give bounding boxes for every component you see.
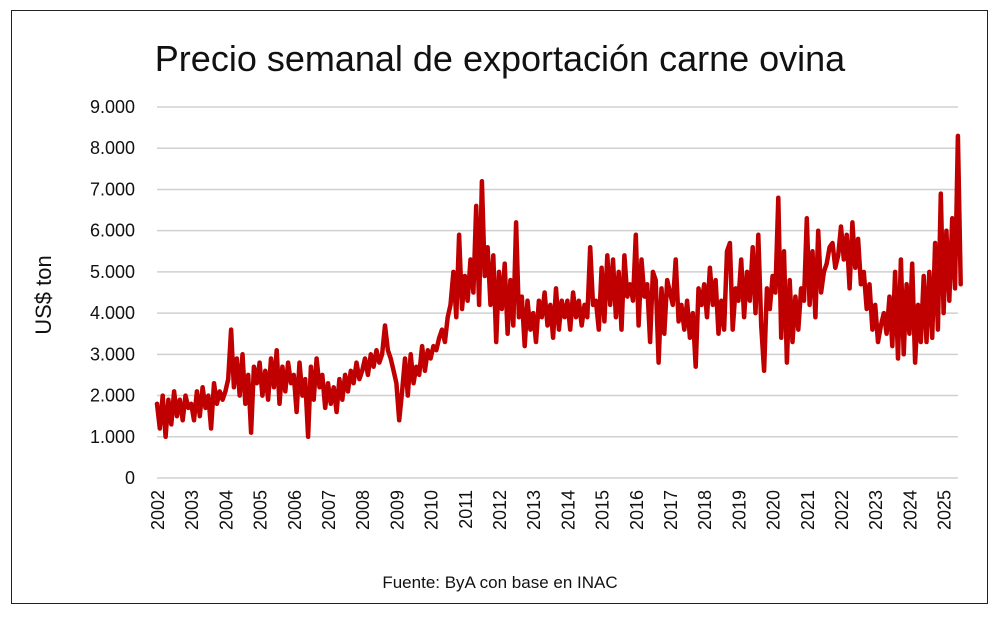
x-tick-label: 2021 xyxy=(798,490,818,530)
x-tick-label: 2019 xyxy=(729,490,749,530)
y-tick-label: 4.000 xyxy=(90,303,135,323)
x-tick-label: 2015 xyxy=(593,490,613,530)
x-tick-label: 2010 xyxy=(422,490,442,530)
x-tick-label: 2020 xyxy=(764,490,784,530)
x-tick-label: 2009 xyxy=(387,490,407,530)
x-tick-label: 2017 xyxy=(661,490,681,530)
x-tick-label: 2016 xyxy=(627,490,647,530)
x-tick-label: 2005 xyxy=(251,490,271,530)
x-tick-label: 2008 xyxy=(353,490,373,530)
x-tick-label: 2014 xyxy=(558,490,578,530)
x-tick-label: 2025 xyxy=(935,490,955,530)
x-tick-label: 2006 xyxy=(285,490,305,530)
y-tick-label: 7.000 xyxy=(90,179,135,199)
y-tick-label: 6.000 xyxy=(90,221,135,241)
x-tick-label: 2002 xyxy=(148,490,168,530)
y-tick-label: 3.000 xyxy=(90,344,135,364)
y-tick-label: 1.000 xyxy=(90,427,135,447)
x-tick-label: 2018 xyxy=(695,490,715,530)
x-tick-label: 2024 xyxy=(900,490,920,530)
source-note: Fuente: ByA con base en INAC xyxy=(382,573,618,592)
x-tick-label: 2004 xyxy=(216,490,236,530)
x-tick-label: 2012 xyxy=(490,490,510,530)
chart-title: Precio semanal de exportación carne ovin… xyxy=(154,38,846,79)
y-tick-label: 8.000 xyxy=(90,138,135,158)
x-tick-label: 2007 xyxy=(319,490,339,530)
x-tick-label: 2023 xyxy=(866,490,886,530)
x-tick-label: 2022 xyxy=(832,490,852,530)
x-tick-label: 2013 xyxy=(524,490,544,530)
x-tick-label: 2003 xyxy=(182,490,202,530)
y-tick-label: 5.000 xyxy=(90,262,135,282)
y-tick-label: 0 xyxy=(125,468,135,488)
y-tick-label: 9.000 xyxy=(90,97,135,117)
y-tick-label: 2.000 xyxy=(90,386,135,406)
price-series-line xyxy=(154,133,963,440)
chart-frame xyxy=(11,10,988,604)
x-tick-label: 2011 xyxy=(456,490,476,529)
